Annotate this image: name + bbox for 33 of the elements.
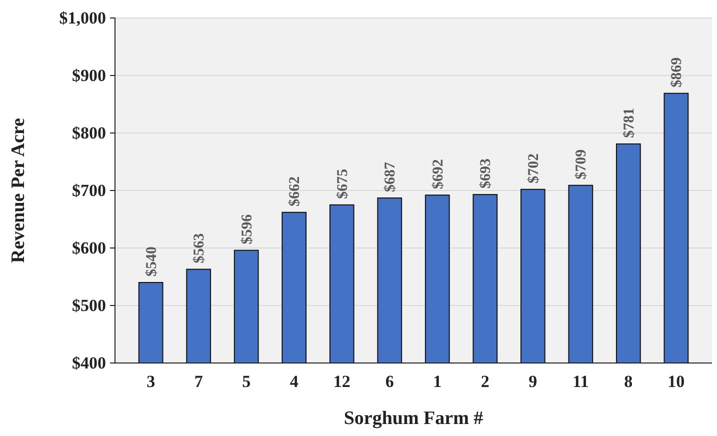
- x-tick-label: 1: [433, 372, 442, 392]
- x-tick-label: 9: [528, 372, 538, 392]
- data-label: $702: [526, 153, 542, 184]
- y-tick-label: $600: [72, 238, 106, 258]
- x-tick-label: 4: [290, 372, 299, 392]
- data-label: $693: [478, 158, 494, 189]
- x-tick-label: 10: [668, 372, 685, 392]
- data-label: $692: [430, 159, 446, 190]
- y-axis-title: Revenue Per Acre: [8, 118, 29, 263]
- x-tick-label: 7: [194, 372, 204, 392]
- data-label: $869: [669, 57, 686, 88]
- x-tick-label: 5: [242, 372, 251, 392]
- y-tick-label: $500: [72, 296, 106, 315]
- x-tick-label: 11: [572, 372, 589, 392]
- data-label: $687: [382, 161, 399, 192]
- data-label: $540: [144, 246, 160, 276]
- x-axis-title: Sorghum Farm #: [344, 408, 484, 429]
- y-tick-label: $900: [72, 66, 106, 85]
- data-label: $662: [287, 176, 304, 206]
- x-tick-label: 12: [333, 372, 350, 392]
- y-tick-label: $800: [72, 123, 106, 142]
- y-tick-label: $700: [72, 180, 106, 200]
- data-label: $596: [239, 214, 256, 244]
- data-label: $675: [334, 168, 351, 199]
- x-tick-label: 8: [624, 372, 633, 392]
- data-label: $563: [192, 233, 208, 264]
- x-tick-label: 6: [385, 372, 394, 392]
- y-tick-label: $400: [72, 353, 106, 372]
- data-label: $709: [574, 149, 590, 180]
- x-tick-label: 3: [146, 372, 156, 392]
- y-tick-label: $1,000: [59, 8, 106, 28]
- x-tick-label: 2: [480, 372, 490, 392]
- data-label: $781: [621, 108, 638, 138]
